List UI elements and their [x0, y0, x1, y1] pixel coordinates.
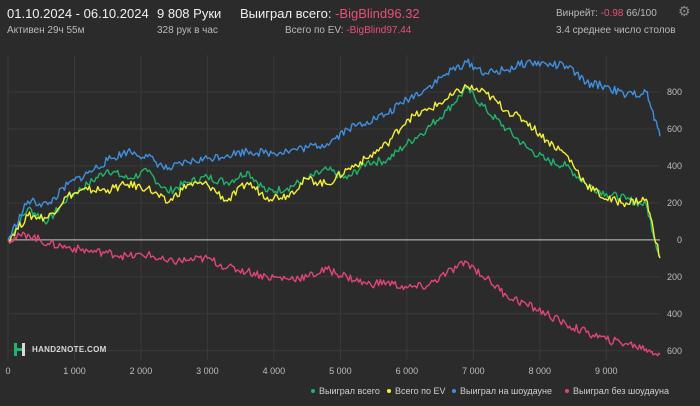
won-total: Выиграл всего: -BigBlind96.32 [240, 6, 420, 21]
legend-item-no-showdown[interactable]: Выиграл без шоудауна [565, 386, 669, 396]
logo-text: HAND2NOTE.COM [32, 345, 107, 354]
x-tick-label: 6 000 [396, 366, 419, 376]
y-tick-label: 200 [667, 272, 682, 282]
x-tick-label: 1 000 [63, 366, 86, 376]
legend-dot [387, 389, 391, 393]
gear-icon[interactable]: ⚙ [678, 3, 691, 19]
legend-label: Выиграл без шоудауна [573, 386, 669, 396]
y-tick-label: 800 [667, 87, 682, 97]
y-tick-label: 400 [667, 309, 682, 319]
legend-dot [565, 389, 569, 393]
legend-dot [311, 389, 315, 393]
series-line-2 [7, 58, 661, 241]
ev-total-label: Всего по EV: [285, 25, 344, 36]
date-range: 01.10.2024 - 06.10.2024 [7, 6, 149, 21]
legend-label: Выиграл на шоудауне [460, 386, 552, 396]
ev-total-value: -BigBlind97.44 [346, 25, 412, 36]
legend-item-won-total[interactable]: Выиграл всего [311, 386, 380, 396]
active-time: Активен 29ч 55м [7, 25, 85, 36]
hand2note-logo-icon [14, 343, 25, 356]
x-tick-label: 9 000 [595, 366, 618, 376]
legend-label: Выиграл всего [319, 386, 380, 396]
hands-count: 9 808 Руки [157, 6, 222, 21]
y-tick-label: 400 [667, 161, 682, 171]
y-tick-label: 600 [667, 346, 682, 356]
hand2note-logo: HAND2NOTE.COM [14, 343, 107, 356]
x-tick-label: 2 000 [130, 366, 153, 376]
x-tick-label: 0 [5, 366, 10, 376]
legend-dot [452, 389, 456, 393]
chart-grid [7, 55, 660, 360]
series-line-3 [7, 231, 661, 357]
x-tick-label: 4 000 [263, 366, 286, 376]
legend-label: Всего по EV [395, 386, 446, 396]
winrate: Винрейт: -0.98 66/100 [556, 8, 657, 19]
x-axis: 0 1 000 2 000 3 000 4 000 5 000 6 000 7 000 8 00… [5, 366, 617, 376]
y-tick-label: 600 [667, 124, 682, 134]
winrate-value: -0.98 [600, 8, 624, 19]
won-total-label: Выиграл всего: [240, 6, 332, 21]
x-tick-label: 8 000 [529, 366, 552, 376]
hands-per-hour: 328 рук в час [157, 25, 218, 36]
x-tick-label: 7 000 [462, 366, 485, 376]
won-total-value: -BigBlind96.32 [335, 6, 420, 21]
y-axis: 600 400 200 0 200 400 600 800 [667, 87, 682, 356]
chart-series [7, 58, 661, 357]
y-tick-label: 200 [667, 198, 682, 208]
winrate-label: Винрейт: [556, 8, 598, 19]
legend-item-ev[interactable]: Всего по EV [387, 386, 445, 396]
winrate-suffix: 66/100 [626, 8, 657, 19]
y-tick-label: 0 [677, 235, 682, 245]
ev-total: Всего по EV: -BigBlind97.44 [285, 25, 411, 36]
series-line-0 [7, 85, 661, 259]
x-tick-label: 5 000 [329, 366, 352, 376]
x-tick-label: 3 000 [196, 366, 219, 376]
legend-item-showdown[interactable]: Выиграл на шоудауне [452, 386, 552, 396]
series-line-1 [7, 84, 661, 259]
avg-tables: 3.4 среднее число столов [556, 25, 676, 36]
